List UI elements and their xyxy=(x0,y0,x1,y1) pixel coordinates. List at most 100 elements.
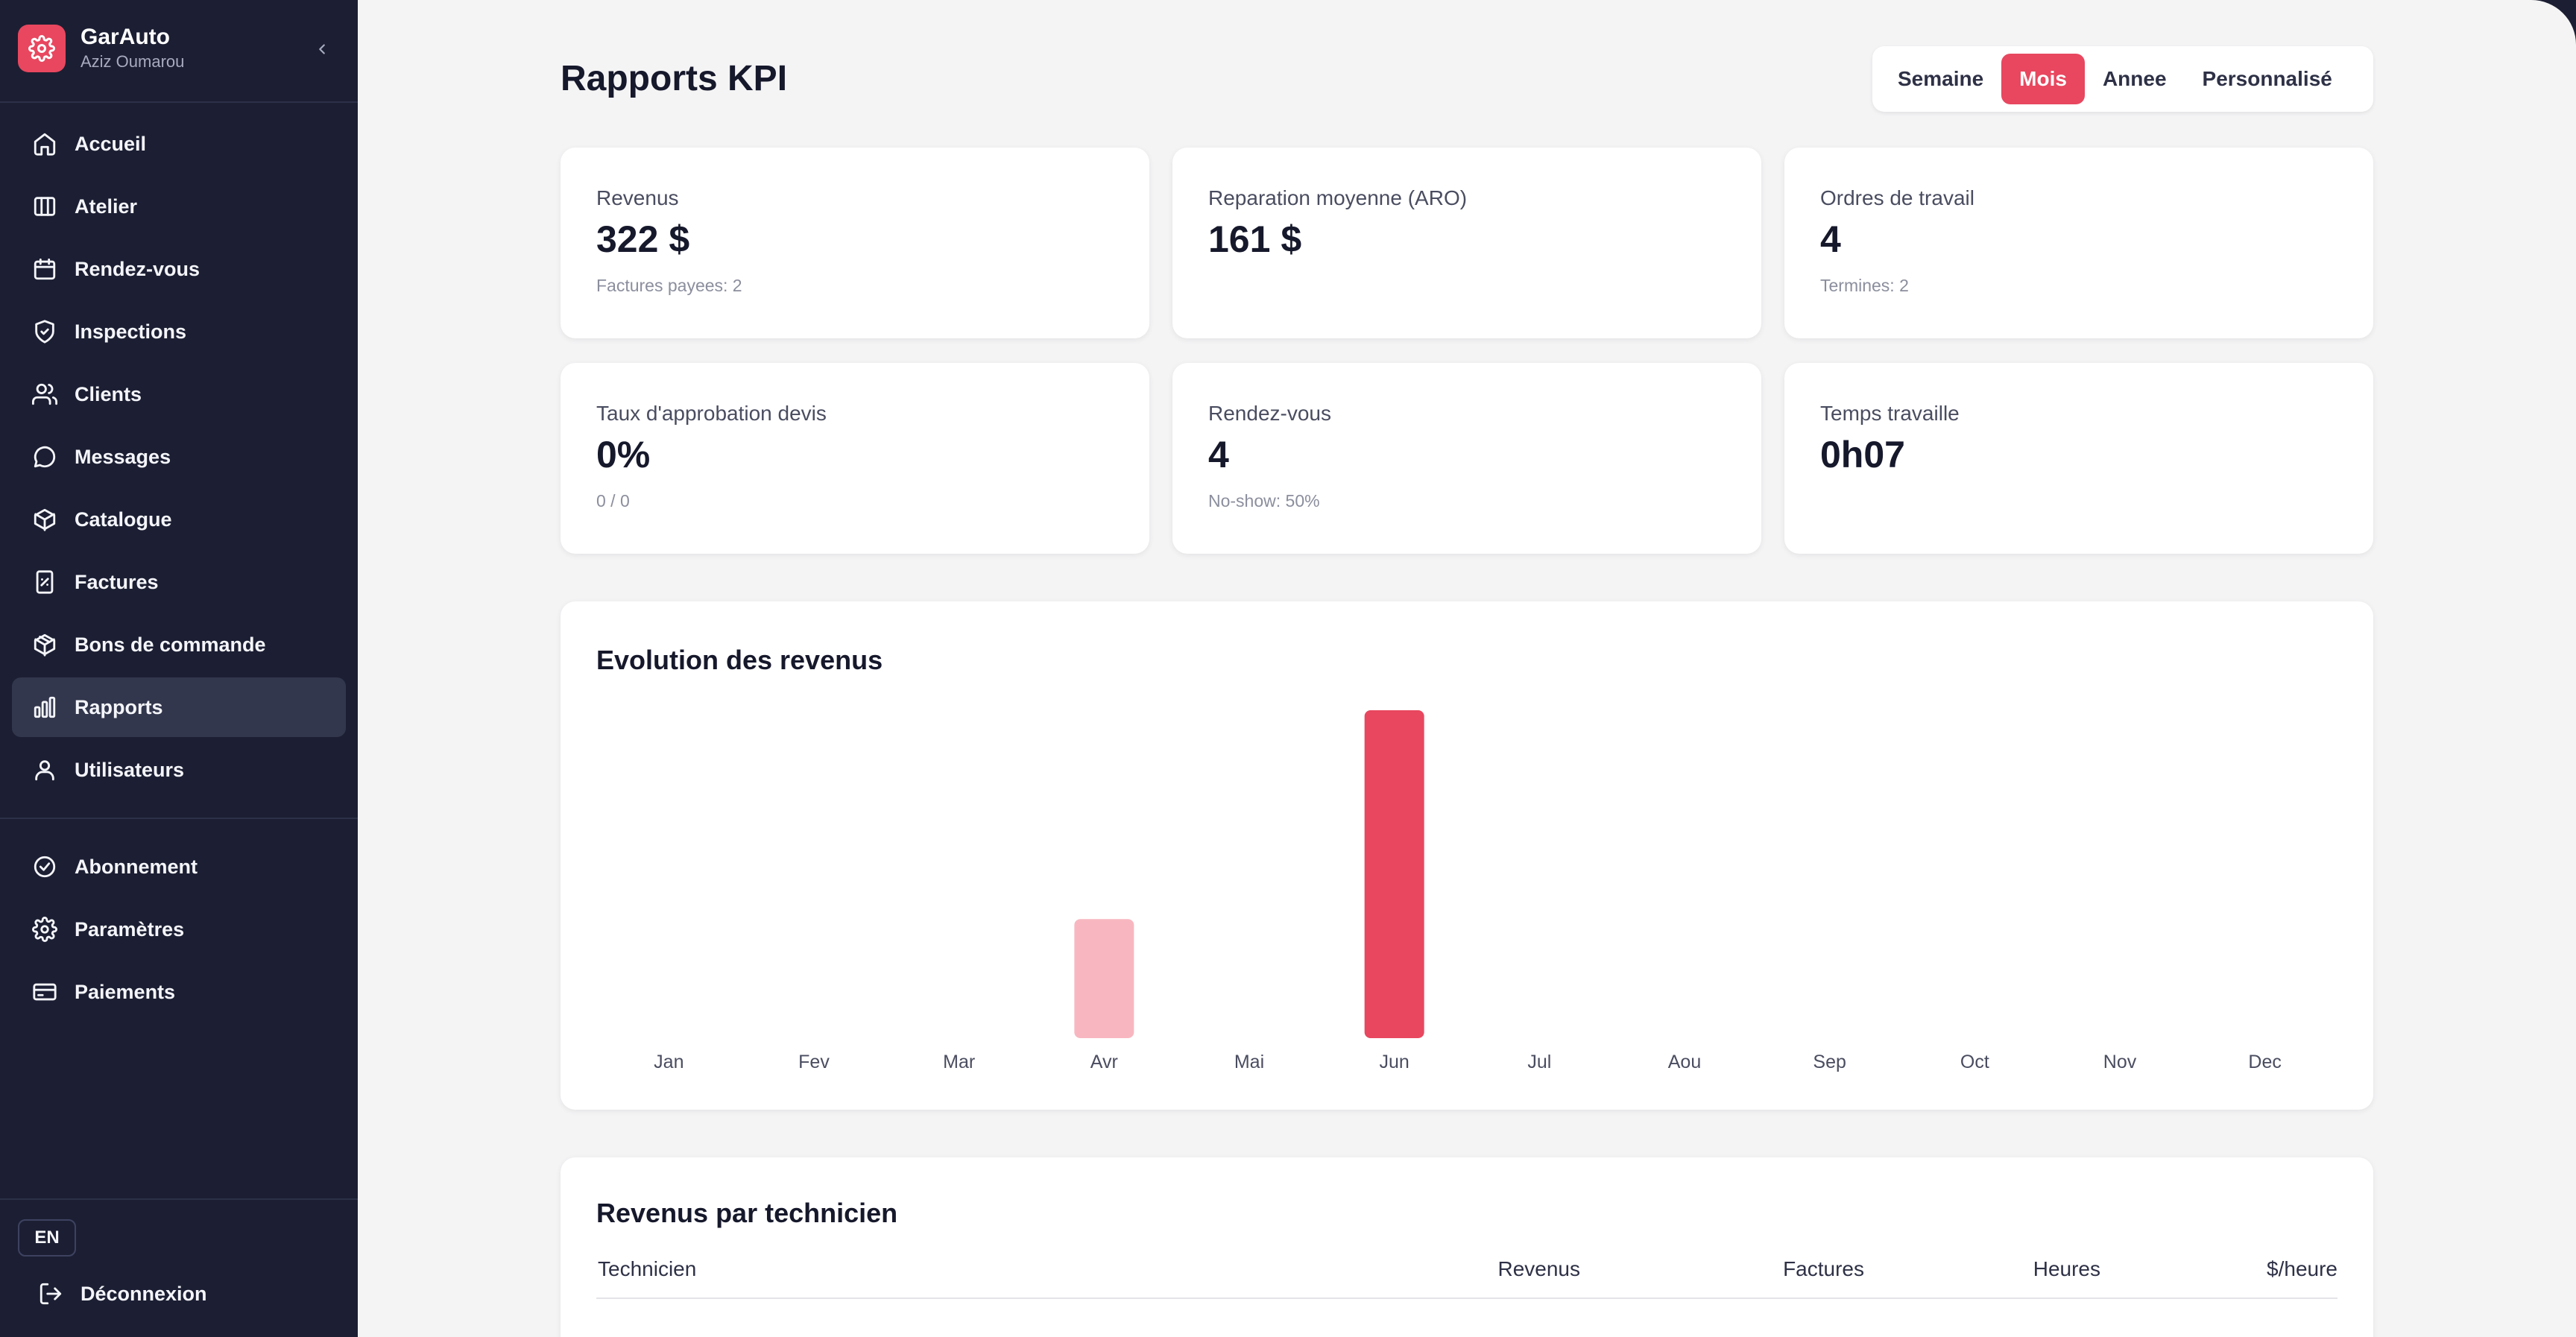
columns-icon xyxy=(30,192,60,221)
sidebar-item-label: Bons de commande xyxy=(75,633,266,656)
sidebar-item-label: Rapports xyxy=(75,695,163,718)
logout-icon xyxy=(36,1279,66,1309)
period-personnalise-button[interactable]: Personnalisé xyxy=(2202,67,2332,90)
table-title: Revenus par technicien xyxy=(596,1198,898,1228)
sidebar-item-rapports[interactable]: Rapports xyxy=(12,677,346,737)
x-tick-label: Oct xyxy=(1960,1052,1989,1072)
kpi-label: Rendez-vous xyxy=(1208,402,1331,425)
collapse-sidebar-button[interactable] xyxy=(307,36,337,66)
revenue-chart-card: Evolution des revenus Jan Fev Mar Avr Mai Jun… xyxy=(561,601,2373,1110)
sidebar-item-messages[interactable]: Messages xyxy=(12,427,346,487)
kpi-label: Temps travaille xyxy=(1820,402,1960,425)
sidebar-item-catalogue[interactable]: Catalogue xyxy=(12,490,346,549)
column-header-per-hour[interactable]: $/heure xyxy=(2267,1257,2337,1280)
kpi-value: 322 $ xyxy=(596,218,690,260)
x-tick-label: Fev xyxy=(798,1052,830,1072)
page-title: Rapports KPI xyxy=(561,59,788,98)
bar-chart-icon xyxy=(30,692,60,722)
sidebar-item-bons-de-commande[interactable]: Bons de commande xyxy=(12,615,346,674)
tech-revenue-card: Revenus par technicien Technicien Revenu… xyxy=(561,1157,2373,1337)
sidebar-nav: Accueil Atelier Rendez-vous Inspections … xyxy=(12,114,346,803)
kpi-value: 4 xyxy=(1820,218,1841,260)
kpi-sub: Termines: 2 xyxy=(1820,276,1909,295)
kpi-sub: 0 / 0 xyxy=(596,491,630,511)
calendar-icon xyxy=(30,254,60,284)
sidebar-item-label: Inspections xyxy=(75,320,187,343)
bar-jun[interactable] xyxy=(1364,710,1424,1038)
users-icon xyxy=(30,379,60,409)
x-tick-label: Jul xyxy=(1527,1052,1551,1072)
column-header-heures[interactable]: Heures xyxy=(2033,1257,2100,1280)
kpi-label: Taux d'approbation devis xyxy=(596,402,827,425)
kpi-label: Revenus xyxy=(596,186,679,209)
kpi-card-aro: Reparation moyenne (ARO) 161 $ xyxy=(1172,148,1761,338)
kpi-label: Ordres de travail xyxy=(1820,186,1974,209)
period-annee-button[interactable]: Annee xyxy=(2102,67,2167,90)
sidebar-secondary-nav: Abonnement Paramètres Paiements xyxy=(12,837,346,1025)
kpi-label: Reparation moyenne (ARO) xyxy=(1208,186,1468,209)
language-toggle-button[interactable]: EN xyxy=(18,1219,76,1257)
bar-avr[interactable] xyxy=(1074,919,1134,1038)
x-tick-label: Jan xyxy=(654,1052,684,1072)
sidebar: GarAuto Aziz Oumarou Accueil Atelier Ren… xyxy=(0,0,358,1337)
sidebar-item-inspections[interactable]: Inspections xyxy=(12,302,346,361)
box-icon xyxy=(30,505,60,534)
kpi-card-temps: Temps travaille 0h07 xyxy=(1784,363,2373,554)
kpi-card-revenus: Revenus 322 $ Factures payees: 2 xyxy=(561,148,1149,338)
main-content: Rapports KPI Semaine Mois Annee Personna… xyxy=(358,0,2576,1337)
x-tick-label: Jun xyxy=(1380,1052,1409,1072)
receipt-icon xyxy=(30,567,60,597)
period-mois-button[interactable]: Mois xyxy=(2001,54,2085,104)
sidebar-item-label: Catalogue xyxy=(75,508,172,531)
sidebar-item-accueil[interactable]: Accueil xyxy=(12,114,346,174)
credit-card-icon xyxy=(30,977,60,1007)
brand[interactable]: GarAuto Aziz Oumarou xyxy=(18,24,184,73)
sidebar-item-label: Messages xyxy=(75,445,171,468)
sidebar-item-label: Clients xyxy=(75,382,142,405)
column-header-factures[interactable]: Factures xyxy=(1783,1257,1864,1280)
sidebar-item-label: Paramètres xyxy=(75,917,185,941)
kpi-card-rendez-vous: Rendez-vous 4 No-show: 50% xyxy=(1172,363,1761,554)
sidebar-item-label: Factures xyxy=(75,570,159,593)
x-tick-label: Mar xyxy=(943,1052,975,1072)
sidebar-item-paiements[interactable]: Paiements xyxy=(12,962,346,1022)
brand-user: Aziz Oumarou xyxy=(80,52,185,71)
user-icon xyxy=(30,755,60,785)
logout-button[interactable]: Déconnexion xyxy=(36,1279,207,1309)
x-tick-label: Sep xyxy=(1813,1052,1846,1072)
chevron-left-icon xyxy=(314,41,330,61)
message-icon xyxy=(30,442,60,472)
sidebar-divider xyxy=(0,1198,358,1200)
sidebar-item-parametres[interactable]: Paramètres xyxy=(12,900,346,959)
home-icon xyxy=(30,129,60,159)
sidebar-item-utilisateurs[interactable]: Utilisateurs xyxy=(12,740,346,800)
gear-icon xyxy=(30,914,60,944)
period-semaine-button[interactable]: Semaine xyxy=(1898,67,1984,90)
column-header-technicien[interactable]: Technicien xyxy=(598,1257,697,1280)
sidebar-item-label: Rendez-vous xyxy=(75,257,201,280)
kpi-value: 4 xyxy=(1208,434,1229,475)
kpi-card-ordres: Ordres de travail 4 Termines: 2 xyxy=(1784,148,2373,338)
revenue-bar-chart: Jan Fev Mar Avr Mai Jun Jul Aou Sep Oct Nov Dec xyxy=(654,710,2282,1072)
sidebar-item-atelier[interactable]: Atelier xyxy=(12,177,346,236)
sidebar-divider xyxy=(0,101,358,103)
sidebar-item-factures[interactable]: Factures xyxy=(12,552,346,612)
x-tick-label: Mai xyxy=(1234,1052,1264,1072)
sidebar-item-label: Atelier xyxy=(75,195,138,218)
package-icon xyxy=(30,630,60,660)
sidebar-item-label: Utilisateurs xyxy=(75,758,185,781)
x-tick-label: Nov xyxy=(2103,1052,2137,1072)
kpi-sub: Factures payees: 2 xyxy=(596,276,742,295)
shield-check-icon xyxy=(30,317,60,347)
brand-name: GarAuto xyxy=(80,25,170,49)
sidebar-item-rendez-vous[interactable]: Rendez-vous xyxy=(12,239,346,299)
kpi-sub: No-show: 50% xyxy=(1208,491,1320,511)
sidebar-divider xyxy=(0,818,358,819)
sidebar-item-abonnement[interactable]: Abonnement xyxy=(12,837,346,897)
table-header-divider xyxy=(596,1298,2337,1299)
logout-label: Déconnexion xyxy=(80,1282,207,1305)
sidebar-item-label: Abonnement xyxy=(75,855,198,878)
x-tick-label: Dec xyxy=(2248,1052,2281,1072)
sidebar-item-clients[interactable]: Clients xyxy=(12,364,346,424)
column-header-revenus[interactable]: Revenus xyxy=(1497,1257,1580,1280)
